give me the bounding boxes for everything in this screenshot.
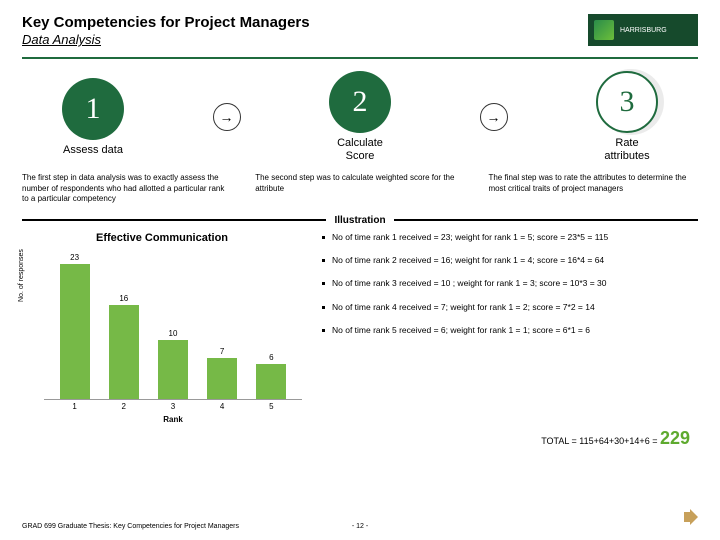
step-desc-3: The final step was to rate the attribute…: [488, 173, 698, 204]
bar-value: 7: [220, 347, 224, 356]
x-tick-label: 1: [60, 402, 90, 411]
logo-text: HARRISBURG: [620, 27, 667, 34]
chart-ylabel: No. of responses: [18, 249, 25, 302]
step-desc-1: The first step in data analysis was to e…: [22, 173, 232, 204]
divider-line: [22, 219, 326, 221]
step-label-3: Rate attributes: [562, 137, 692, 163]
calc-bullet: No of time rank 1 received = 23; weight …: [322, 232, 698, 243]
step-desc-2: The second step was to calculate weighte…: [255, 173, 465, 204]
bar: [256, 364, 286, 399]
calc-bullet: No of time rank 4 received = 7; weight f…: [322, 302, 698, 313]
bar-value: 6: [269, 353, 273, 362]
total-line: TOTAL = 115+64+30+14+6 = 229: [22, 428, 698, 449]
audio-icon[interactable]: [682, 506, 704, 528]
bar: [60, 264, 90, 398]
step-circle-3: 3: [596, 71, 658, 133]
header-divider: [22, 57, 698, 59]
bar-wrap: 7: [207, 347, 237, 399]
process-row: 1 Assess data → 2 Calculate Score → 3 Ra…: [22, 71, 698, 163]
chart-title: Effective Communication: [22, 232, 302, 244]
step-label-1: Assess data: [28, 144, 158, 157]
x-tick-label: 2: [109, 402, 139, 411]
slide-header: Key Competencies for Project Managers Da…: [22, 14, 698, 51]
x-tick-label: 3: [158, 402, 188, 411]
arrow-icon: →: [480, 103, 508, 131]
step-circle-1: 1: [62, 78, 124, 140]
bar-wrap: 16: [109, 294, 139, 398]
bar: [158, 340, 188, 398]
chart-area: Effective Communication No. of responses…: [22, 232, 302, 424]
step-descriptions: The first step in data analysis was to e…: [22, 173, 698, 204]
illustration-label: Illustration: [326, 215, 393, 226]
illustration-divider: Illustration: [22, 215, 698, 226]
bar: [109, 305, 139, 398]
bar-chart: 23 16 10 7 6: [44, 250, 302, 400]
page-number: - 12 -: [352, 523, 368, 530]
bar-value: 23: [70, 253, 79, 262]
calc-bullet: No of time rank 2 received = 16; weight …: [322, 255, 698, 266]
total-prefix: TOTAL = 115+64+30+14+6 =: [541, 436, 660, 446]
calc-bullet: No of time rank 3 received = 10 ; weight…: [322, 278, 698, 289]
x-tick-label: 4: [207, 402, 237, 411]
bar-wrap: 6: [256, 353, 286, 399]
process-step-2: 2 Calculate Score: [295, 71, 425, 163]
total-value: 229: [660, 428, 690, 448]
chart-xlabel: Rank: [44, 415, 302, 424]
university-logo: HARRISBURG: [588, 14, 698, 46]
bar-value: 16: [119, 294, 128, 303]
bar-value: 10: [169, 329, 178, 338]
arrow-icon: →: [213, 103, 241, 131]
calculation-bullets: No of time rank 1 received = 23; weight …: [302, 232, 698, 424]
chart-xlabels: 1 2 3 4 5: [44, 402, 302, 411]
bar-wrap: 23: [60, 253, 90, 398]
step-label-2: Calculate Score: [295, 137, 425, 163]
divider-line: [394, 219, 698, 221]
footer-left: GRAD 699 Graduate Thesis: Key Competenci…: [22, 523, 239, 530]
process-step-3: 3 Rate attributes: [562, 71, 692, 163]
step-circle-2: 2: [329, 71, 391, 133]
bar: [207, 358, 237, 399]
lower-section: Effective Communication No. of responses…: [22, 232, 698, 424]
x-tick-label: 5: [256, 402, 286, 411]
process-step-1: 1 Assess data: [28, 78, 158, 157]
calc-bullet: No of time rank 5 received = 6; weight f…: [322, 325, 698, 336]
bar-wrap: 10: [158, 329, 188, 398]
